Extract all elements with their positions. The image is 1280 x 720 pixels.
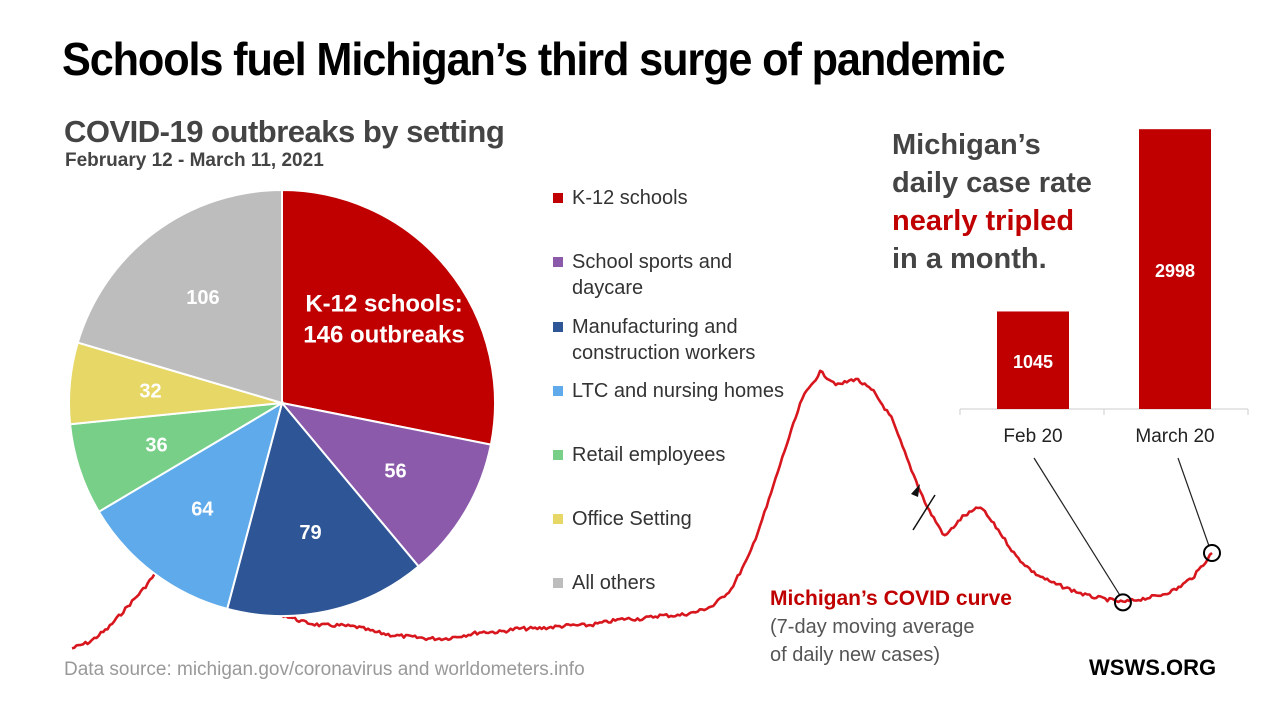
legend-label: School sports and daycare (572, 251, 733, 299)
pie-data-label-1: 56 (384, 460, 406, 482)
pie-data-label-0: K-12 schools: (305, 291, 462, 318)
legend-label: Office Setting (572, 508, 692, 530)
curve-label-title: Michigan’s COVID curve (770, 587, 1012, 610)
pie-slice-2 (225, 400, 420, 617)
pie-slice-3 (97, 400, 284, 611)
bar-category-label: Feb 20 (1003, 426, 1062, 447)
pie-data-label-4: 36 (145, 434, 167, 456)
callout-line-4: in a month. (892, 243, 1047, 275)
pie-date-range: February 12 - March 11, 2021 (65, 150, 324, 171)
pie-title: COVID-19 outbreaks by setting (64, 114, 505, 149)
legend-label: All others (572, 572, 656, 594)
pie-data-label-2: 79 (299, 522, 321, 544)
legend-swatch (553, 193, 563, 203)
brand-logo: WSWS.ORG (1089, 655, 1217, 680)
legend-label: K-12 schools (572, 187, 688, 209)
legend-swatch (553, 257, 563, 267)
legend-item: School sports and daycare (553, 249, 802, 301)
pie-data-label-3: 64 (191, 498, 214, 520)
pie-slice-0 (281, 188, 496, 446)
curve-marker-circle-icon (1203, 543, 1221, 562)
pie-data-label-6: 106 (186, 287, 219, 309)
bar-callout: Michigan’s daily case rate nearly triple… (892, 126, 1092, 278)
callout-line-2: daily case rate (892, 167, 1092, 199)
legend-swatch (553, 322, 563, 332)
callout-line-1: Michigan’s (892, 129, 1041, 161)
main-title: Schools fuel Michigan’s third surge of p… (62, 33, 1006, 85)
legend-swatch (553, 578, 563, 588)
legend-item: LTC and nursing homes (553, 378, 802, 404)
curve-label-line-2: (7-day moving average (770, 616, 975, 638)
legend-swatch (553, 514, 563, 524)
legend-swatch (553, 450, 563, 460)
bar-data-label: 1045 (1013, 352, 1053, 372)
legend-label: LTC and nursing homes (572, 380, 784, 402)
curve-label-line-3: of daily new cases) (770, 644, 941, 666)
legend-swatch (553, 386, 563, 396)
bar-data-label: 2998 (1155, 261, 1195, 281)
legend-item: Office Setting (553, 506, 802, 532)
callout-highlight: nearly tripled (892, 205, 1075, 237)
data-source: Data source: michigan.gov/coronavirus an… (64, 659, 585, 680)
pie-slice-6 (76, 188, 283, 405)
curve-markers (1033, 457, 1221, 612)
marker-leader-line (1177, 457, 1210, 547)
pie-chart: K-12 schools: 146 outbreaks 56 79 64 36 32 106 (68, 188, 496, 617)
curve-label: Michigan’s COVID curve (7-day moving ave… (770, 585, 1012, 669)
pie-data-label-0: 146 outbreaks (303, 322, 464, 349)
bar-1 (1139, 129, 1211, 410)
legend-item: Retail employees (553, 442, 802, 468)
legend-item: K-12 schools (553, 185, 802, 211)
bar-category-label: March 20 (1135, 426, 1214, 447)
legend-item: Manufacturing and construction workers (553, 314, 802, 366)
curve-marker-circle-icon (1113, 593, 1132, 612)
legend-item: All others (553, 570, 802, 596)
legend-label: Manufacturing and construction workers (572, 316, 756, 364)
marker-leader-line (1033, 457, 1121, 596)
pie-slice-1 (279, 401, 493, 568)
legend-label: Retail employees (572, 444, 726, 466)
bar-0 (997, 311, 1069, 409)
curve-arrow-line (912, 494, 936, 531)
curve-arrow-head-icon (911, 484, 920, 497)
pie-data-label-5: 32 (139, 381, 161, 403)
bar-chart: 1045 Feb 20 2998 March 20 (959, 129, 1249, 447)
